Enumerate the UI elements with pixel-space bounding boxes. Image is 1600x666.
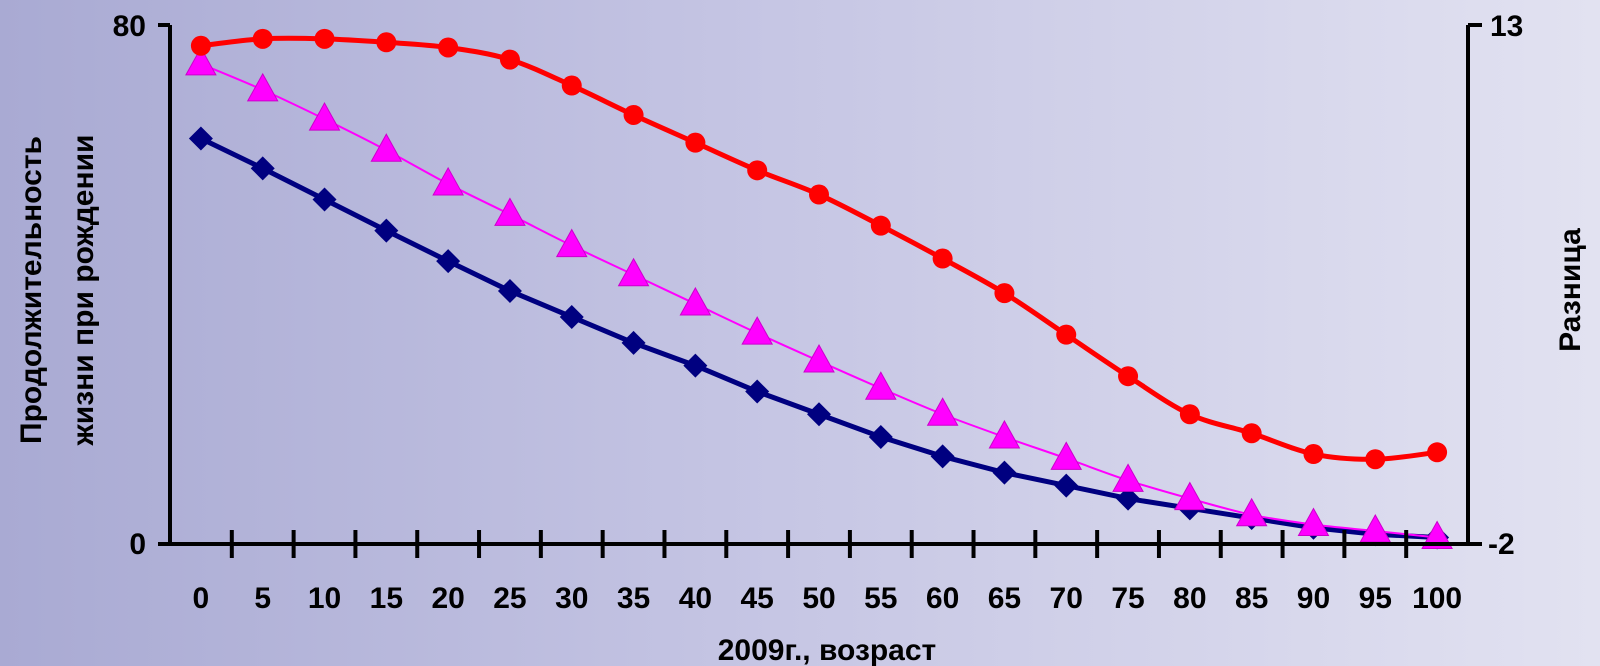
triangle-marker xyxy=(988,419,1021,449)
x-tick-label: 30 xyxy=(555,582,588,615)
circle-marker xyxy=(1303,444,1324,465)
x-tick-label: 35 xyxy=(617,582,650,615)
triangle-marker xyxy=(370,133,403,162)
x-tick-label: 50 xyxy=(802,582,835,615)
diamond-marker xyxy=(436,249,461,274)
circle-marker xyxy=(561,75,582,96)
triangle-marker xyxy=(617,257,650,287)
x-tick-label: 85 xyxy=(1235,582,1268,615)
circle-marker xyxy=(314,28,335,49)
circle-marker xyxy=(685,132,706,153)
x-axis-title: 2009г., возраст xyxy=(718,634,937,666)
y-axis-title-line2: жизни при рождении xyxy=(67,134,100,446)
triangle-marker xyxy=(1235,497,1268,527)
triangle-marker xyxy=(803,344,835,373)
series-triangle xyxy=(185,46,1453,550)
diamond-marker xyxy=(1054,473,1079,498)
triangle-marker xyxy=(432,166,464,196)
triangle-marker xyxy=(1421,520,1453,550)
series-diamond xyxy=(188,126,1450,550)
y-axis-title-line1: Продолжительность xyxy=(15,136,48,444)
triangle-marker xyxy=(246,72,279,102)
x-tick-label: 10 xyxy=(308,582,341,615)
circle-marker xyxy=(1241,423,1262,444)
circle-marker xyxy=(932,248,953,269)
triangle-marker xyxy=(185,46,217,76)
triangle-marker xyxy=(864,371,897,400)
diamond-marker xyxy=(745,379,770,404)
series-circle-line xyxy=(200,35,1438,462)
x-tick-label: 25 xyxy=(493,582,526,615)
x-tick-label: 100 xyxy=(1412,582,1462,615)
circle-marker xyxy=(1365,449,1386,470)
circle-marker xyxy=(190,35,211,56)
circle-marker xyxy=(376,32,397,53)
diamond-marker xyxy=(559,304,584,329)
diamond-marker xyxy=(621,330,646,355)
y-tick-label-max: 80 xyxy=(113,10,146,43)
circle-marker xyxy=(1118,366,1139,387)
x-ticks xyxy=(229,530,1409,558)
diamond-marker xyxy=(250,156,275,181)
triangle-marker xyxy=(1050,441,1083,470)
circle-marker xyxy=(1179,404,1200,425)
triangle-marker xyxy=(1297,507,1330,537)
x-tick-label: 0 xyxy=(193,582,210,615)
x-tick-label: 95 xyxy=(1359,582,1392,615)
diamond-marker xyxy=(1116,486,1141,511)
triangle-marker xyxy=(741,316,774,345)
circle-marker xyxy=(1427,442,1448,463)
triangle-marker xyxy=(1112,463,1144,492)
triangle-marker xyxy=(926,397,959,426)
y2-tick-label-max: 13 xyxy=(1490,10,1523,43)
y2-tick-label-min: -2 xyxy=(1488,528,1515,561)
axes-layer: 0 5 10 15 20 25 30 35 40 45 50 55 60 65 70 75 80 85 90 95 10… xyxy=(15,10,1587,666)
triangle-marker xyxy=(308,102,341,131)
circle-marker xyxy=(870,215,891,236)
x-tick-label: 5 xyxy=(254,582,271,615)
diamond-marker xyxy=(683,353,708,378)
x-tick-label: 90 xyxy=(1297,582,1330,615)
y2-axis-title: Разница xyxy=(1554,228,1587,352)
x-tick-label: 60 xyxy=(926,582,959,615)
circle-marker xyxy=(252,28,273,49)
circle-marker xyxy=(747,160,768,181)
x-tick-label: 80 xyxy=(1173,582,1206,615)
series-circle xyxy=(190,28,1448,470)
triangle-marker xyxy=(1359,513,1392,543)
diamond-marker xyxy=(188,126,213,151)
diamond-marker xyxy=(930,444,955,469)
circle-marker xyxy=(438,37,459,58)
x-tick-label: 65 xyxy=(988,582,1021,615)
x-tick-label: 45 xyxy=(741,582,774,615)
diamond-marker xyxy=(374,218,399,243)
diamond-marker xyxy=(497,278,522,303)
triangle-marker xyxy=(1174,481,1206,511)
x-tick-label: 70 xyxy=(1050,582,1083,615)
x-tick-label: 40 xyxy=(679,582,712,615)
circle-marker xyxy=(499,49,520,70)
x-tick-label: 75 xyxy=(1111,582,1144,615)
triangle-marker xyxy=(555,228,588,258)
x-tick-label: 55 xyxy=(864,582,897,615)
x-tick-label: 15 xyxy=(370,582,403,615)
circle-marker xyxy=(623,104,644,125)
circle-marker xyxy=(809,184,829,205)
triangle-marker xyxy=(679,286,712,316)
circle-marker xyxy=(994,283,1015,304)
diamond-marker xyxy=(868,424,893,449)
x-tick-labels: 0 5 10 15 20 25 30 35 40 45 50 55 60 65 70 75 80 85 90 95 10… xyxy=(193,582,1463,615)
series-layer xyxy=(185,28,1453,550)
circle-marker xyxy=(1056,324,1077,345)
y-tick-label-min: 0 xyxy=(129,528,146,561)
x-tick-label: 20 xyxy=(431,582,464,615)
triangle-marker xyxy=(494,197,526,226)
diamond-marker xyxy=(807,402,831,427)
diamond-marker xyxy=(992,460,1017,485)
diamond-marker xyxy=(312,187,337,212)
